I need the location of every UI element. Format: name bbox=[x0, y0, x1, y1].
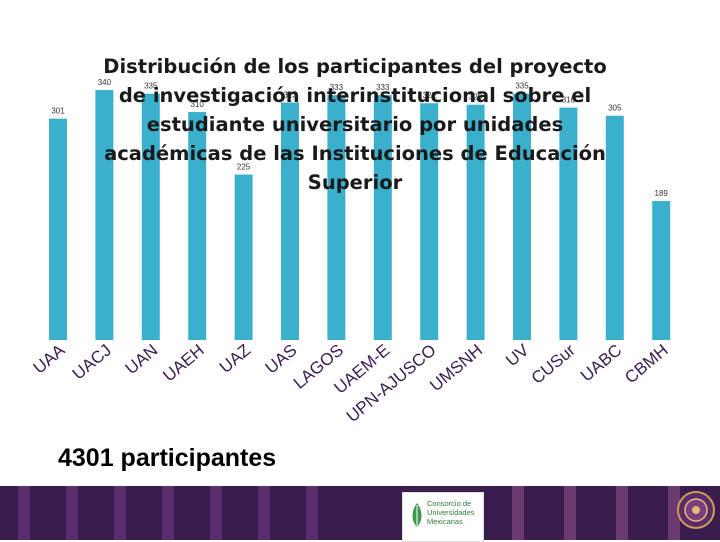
value-label: 333 bbox=[376, 83, 390, 92]
category-label: CUSur bbox=[528, 340, 580, 388]
category-label: UAA bbox=[30, 340, 69, 377]
category-label: UAN bbox=[122, 341, 162, 379]
category-label: UV bbox=[502, 340, 533, 370]
value-label: 340 bbox=[98, 78, 112, 87]
category-label: UAS bbox=[262, 341, 301, 378]
bar-uaeh bbox=[188, 112, 207, 340]
logo-text: Consorcio de Universidades Mexicanas bbox=[427, 499, 475, 526]
category-label: UAZ bbox=[216, 341, 254, 377]
value-label: 316 bbox=[562, 96, 576, 105]
bar-uv bbox=[513, 93, 531, 340]
category-label: CBMH bbox=[621, 341, 672, 388]
bar-uaz bbox=[234, 174, 253, 340]
bars-group bbox=[49, 89, 671, 341]
value-label: 305 bbox=[608, 104, 622, 113]
bar-lagos bbox=[327, 95, 346, 340]
category-label: UAEH bbox=[159, 341, 207, 386]
leaf-icon bbox=[412, 503, 422, 527]
value-label: 335 bbox=[515, 82, 529, 91]
chart-title: Distribución de los participantes del pr… bbox=[103, 55, 607, 194]
value-label: 323 bbox=[283, 90, 297, 99]
bar-uan bbox=[141, 93, 160, 340]
bar-cbmh bbox=[652, 201, 671, 340]
value-label: 301 bbox=[51, 107, 65, 116]
value-label: 322 bbox=[423, 91, 437, 100]
value-labels-group: 301 340 335 310 225 323 333 333 322 320 335 316 305 1… bbox=[51, 78, 668, 198]
logo-line: Consorcio de bbox=[427, 499, 472, 508]
footer-band bbox=[0, 486, 720, 540]
category-label: UABC bbox=[577, 341, 625, 386]
logo-line: Mexicanas bbox=[427, 517, 463, 526]
total-participants: 4301 participantes bbox=[58, 444, 277, 472]
university-seal-icon bbox=[677, 491, 715, 529]
bar-umsnh bbox=[466, 104, 485, 340]
value-label: 189 bbox=[655, 189, 669, 198]
bar-uabc bbox=[605, 115, 624, 341]
bar-upn-ajusco bbox=[420, 103, 439, 340]
bar-uacj bbox=[95, 89, 114, 340]
value-label: 320 bbox=[469, 93, 483, 102]
value-label: 310 bbox=[191, 100, 205, 109]
value-label: 225 bbox=[237, 163, 251, 172]
value-label: 335 bbox=[144, 82, 158, 91]
bar-uas bbox=[281, 102, 299, 340]
category-label: UACJ bbox=[69, 341, 115, 384]
bar-uaem-e bbox=[373, 95, 392, 340]
consortium-logo: Consorcio de Universidades Mexicanas bbox=[402, 492, 484, 542]
value-label: 333 bbox=[330, 83, 344, 92]
bar-chart: 301 340 335 310 225 323 333 333 322 320 335 316 305 1… bbox=[30, 78, 672, 426]
bar-cusur bbox=[559, 107, 578, 340]
bar-uaa bbox=[49, 118, 67, 340]
category-label: UMSNH bbox=[426, 341, 486, 396]
logo-line: Universidades bbox=[427, 508, 475, 517]
arcade-pattern bbox=[0, 486, 330, 540]
